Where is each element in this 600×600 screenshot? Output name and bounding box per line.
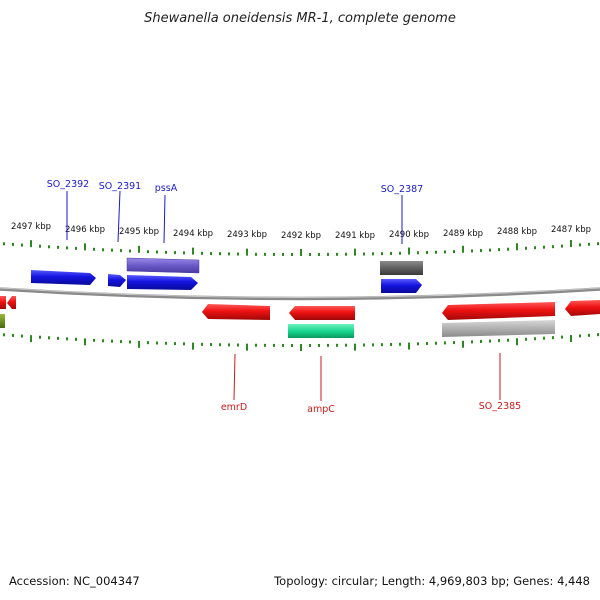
- gene-label-pssa[interactable]: pssA: [155, 183, 178, 194]
- gene-pssa-arrow[interactable]: [127, 275, 198, 290]
- tick-label-2491: 2491 kbp: [335, 231, 375, 241]
- gene-label-so2385[interactable]: SO_2385: [479, 401, 521, 412]
- gene-so2391-arrow[interactable]: [108, 274, 126, 287]
- genome-backbone: [0, 287, 600, 301]
- gene-so2387-arrow[interactable]: [381, 279, 422, 293]
- gene-left-edge-arrow[interactable]: [7, 296, 16, 309]
- gene-so2392-arrow[interactable]: [31, 270, 96, 285]
- genome-backbone-highlight: [0, 287, 600, 298]
- tick-label-2487: 2487 kbp: [551, 225, 591, 235]
- tick-label-2496: 2496 kbp: [65, 225, 105, 235]
- map-title: Shewanella oneidensis MR-1, complete gen…: [144, 11, 456, 26]
- inner-scale-ticks: [3, 333, 599, 351]
- gene-right-edge-arrow[interactable]: [565, 300, 600, 316]
- tick-label-2494: 2494 kbp: [173, 229, 213, 239]
- feature-ampc-region[interactable]: [288, 324, 354, 338]
- tick-label-2493: 2493 kbp: [227, 230, 267, 240]
- gene-label-so2391[interactable]: SO_2391: [99, 181, 141, 192]
- accession-text: Accession: NC_004347: [9, 574, 140, 588]
- gene-so2385-arrow[interactable]: [442, 302, 555, 320]
- feature-pssa-region[interactable]: [126, 257, 200, 274]
- gene-emrd-arrow[interactable]: [202, 304, 270, 320]
- tick-label-2490: 2490 kbp: [389, 230, 429, 240]
- genome-summary-text: Topology: circular; Length: 4,969,803 bp…: [274, 574, 590, 588]
- scale-labels: 2497 kbp 2496 kbp 2495 kbp 2494 kbp 2493…: [11, 222, 591, 241]
- tick-label-2495: 2495 kbp: [119, 227, 159, 237]
- outer-scale-ticks: [3, 240, 599, 256]
- feature-so2387-region[interactable]: [380, 261, 423, 275]
- tick-label-2492: 2492 kbp: [281, 231, 321, 241]
- gene-label-so2387[interactable]: SO_2387: [381, 184, 423, 195]
- tick-label-2497: 2497 kbp: [11, 222, 51, 232]
- gene-label-ampc[interactable]: ampC: [307, 404, 335, 415]
- leader-emrd: [233, 353, 236, 401]
- tick-label-2488: 2488 kbp: [497, 227, 537, 237]
- bottom-leader-lines: [233, 353, 501, 401]
- feature-so2385-region[interactable]: [442, 320, 555, 337]
- feature-left-edge-region[interactable]: [0, 314, 5, 328]
- gene-label-emrd[interactable]: emrD: [221, 402, 247, 413]
- leader-pssa: [163, 194, 166, 244]
- top-leader-lines: [66, 190, 403, 244]
- gene-label-so2392[interactable]: SO_2392: [47, 179, 89, 190]
- gene-left-edge-block[interactable]: [0, 296, 6, 309]
- tick-label-2489: 2489 kbp: [443, 229, 483, 239]
- gene-ampc-arrow[interactable]: [289, 306, 355, 320]
- leader-so2391: [117, 190, 121, 243]
